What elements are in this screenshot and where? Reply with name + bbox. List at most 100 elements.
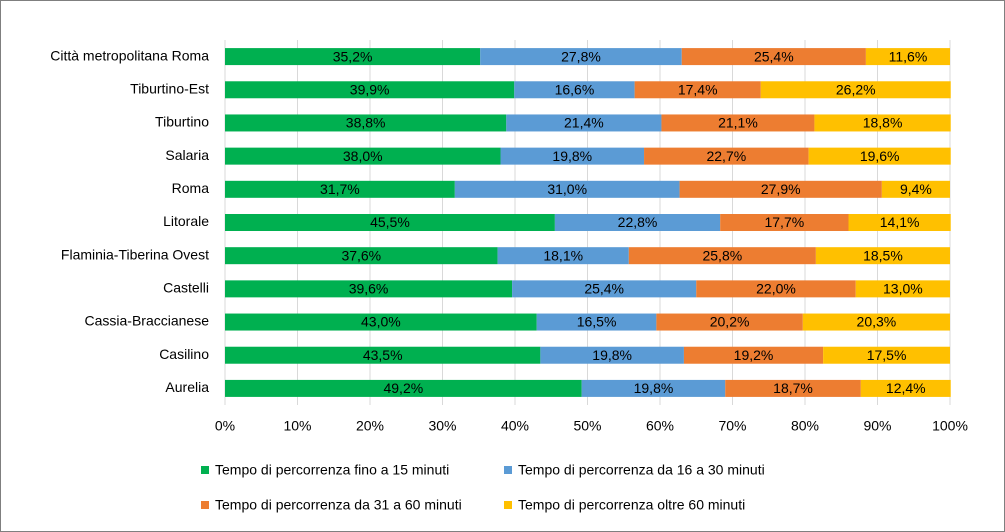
data-label: 18,1% (543, 247, 583, 263)
y-tick-label: Flaminia-Tiberina Ovest (61, 246, 209, 262)
x-tick-label: 40% (501, 418, 529, 434)
data-label: 27,8% (561, 48, 601, 64)
bar-segment (628, 247, 816, 265)
legend-marker (504, 501, 512, 509)
bar-segment (725, 379, 861, 397)
data-label: 9,4% (900, 181, 932, 197)
data-label: 37,6% (341, 247, 381, 263)
bar-segment (881, 180, 950, 198)
y-tick-label: Litorale (163, 213, 209, 229)
bar-segment (225, 313, 537, 331)
data-label: 17,4% (678, 81, 718, 97)
bar-segment (823, 346, 950, 364)
bar-segment (855, 280, 950, 298)
bar-segment (225, 214, 555, 231)
bar-segment (681, 48, 866, 66)
y-tick-label: Cassia-Braccianese (85, 313, 210, 329)
data-label: 20,2% (710, 314, 750, 330)
x-tick-label: 50% (573, 418, 601, 434)
data-label: 38,8% (346, 115, 386, 131)
data-label: 49,2% (383, 380, 423, 396)
legend-marker (201, 501, 209, 509)
x-tick-label: 10% (283, 418, 311, 434)
bar-segment (679, 180, 882, 198)
data-label: 39,6% (349, 281, 389, 297)
legend-label: Tempo di percorrenza da 16 a 30 minuti (518, 462, 765, 478)
bar-segment (540, 346, 684, 364)
legend-marker (504, 466, 512, 474)
data-label: 22,8% (618, 214, 658, 230)
bar-segment (514, 81, 635, 99)
data-label: 17,7% (764, 214, 804, 230)
bar-segment (802, 313, 950, 331)
x-tick-label: 0% (215, 418, 235, 434)
bar-segment (497, 247, 629, 265)
data-label: 19,8% (634, 380, 674, 396)
data-label: 18,7% (773, 380, 813, 396)
y-tick-label: Casilino (159, 346, 209, 362)
data-label: 22,7% (706, 148, 746, 164)
y-tick-label: Castelli (163, 280, 209, 296)
data-label: 39,9% (350, 81, 390, 97)
bar-segment (720, 214, 849, 231)
bar-segment (656, 313, 803, 331)
data-label: 31,7% (320, 181, 360, 197)
data-label: 43,0% (361, 314, 401, 330)
data-label: 18,5% (863, 247, 903, 263)
bar-segment (454, 180, 680, 198)
data-label: 19,6% (860, 148, 900, 164)
data-label: 11,6% (889, 48, 928, 64)
x-tick-label: 90% (863, 418, 891, 434)
bar-segment (536, 313, 657, 331)
bar-segment (225, 247, 498, 265)
x-tick-label: 100% (932, 418, 968, 434)
legend-marker (201, 466, 209, 474)
bar-segment (860, 379, 951, 397)
y-tick-label: Tiburtino (155, 114, 209, 130)
data-label: 14,1% (880, 214, 920, 230)
data-label: 18,8% (863, 115, 903, 131)
data-label: 16,6% (555, 81, 595, 97)
bar-segment (815, 247, 950, 265)
bar-segment (512, 280, 697, 298)
bar-segment (554, 214, 721, 231)
data-label: 31,0% (547, 181, 587, 197)
y-tick-label: Aurelia (165, 379, 209, 395)
data-label: 17,5% (867, 347, 907, 363)
bar-segment (814, 114, 951, 132)
legend-label: Tempo di percorrenza fino a 15 minuti (215, 462, 449, 478)
bar-segment (225, 346, 541, 364)
data-label: 25,4% (584, 281, 624, 297)
bar-segment (696, 280, 856, 298)
y-tick-label: Città metropolitana Roma (50, 47, 209, 63)
bar-segment (661, 114, 815, 132)
bar-segment (865, 48, 950, 66)
data-label: 20,3% (857, 314, 897, 330)
y-tick-label: Roma (172, 180, 210, 196)
bar-segment (644, 147, 809, 165)
legend-label: Tempo di percorrenza oltre 60 minuti (518, 497, 745, 513)
bar-segment (808, 147, 951, 165)
x-tick-label: 30% (428, 418, 456, 434)
bar-segment (225, 379, 582, 397)
x-tick-label: 70% (718, 418, 746, 434)
data-label: 26,2% (836, 81, 876, 97)
bar-segment (225, 48, 481, 66)
data-label: 27,9% (761, 181, 801, 197)
bar-segment (506, 114, 662, 132)
bar-segment (848, 214, 951, 231)
bar-segment (581, 379, 726, 397)
bar-segment (634, 81, 761, 99)
x-tick-label: 20% (356, 418, 384, 434)
bar-segment (760, 81, 951, 99)
bar-segment (225, 280, 513, 298)
data-label: 13,0% (883, 281, 923, 297)
bar-segment (225, 114, 507, 132)
bar-segment (225, 81, 515, 99)
data-label: 19,8% (592, 347, 632, 363)
bar-segment (683, 346, 824, 364)
y-tick-label: Tiburtino-Est (130, 80, 209, 96)
bar-segment (500, 147, 645, 165)
data-label: 22,0% (756, 281, 796, 297)
